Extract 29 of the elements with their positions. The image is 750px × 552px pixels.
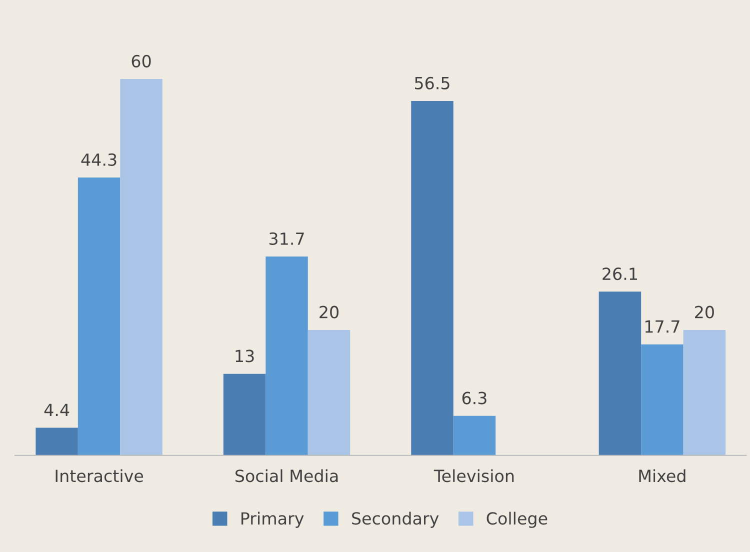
bar [598,292,642,456]
data-label: 6.3 [462,392,486,404]
x-tick-label: Social Media [235,469,338,482]
data-label: 60 [132,54,151,68]
data-label: 26.1 [602,268,637,280]
legend-label: College [486,512,548,528]
legend-label: Secondary [352,512,439,528]
data-label: 56.5 [414,76,450,90]
data-label: 20 [320,306,338,318]
bar [308,330,350,456]
bar [36,428,78,456]
bar [120,79,162,456]
data-label: 44.3 [81,153,116,166]
x-tick-label: Mixed [639,469,686,482]
bar [683,330,726,456]
bar [223,374,266,456]
x-tick-label: Television [434,469,514,482]
bar [453,416,496,456]
data-label: 13 [236,350,254,362]
bar [641,344,684,456]
legend-label: Primary [241,512,304,528]
bar [266,256,308,456]
data-label: 20 [695,306,714,318]
bar [411,100,454,456]
x-tick-label: Interactive [56,469,144,482]
data-label: 17.7 [645,320,680,333]
bar [78,178,120,456]
data-label: 4.4 [44,404,70,416]
data-label: 31.7 [269,232,304,245]
